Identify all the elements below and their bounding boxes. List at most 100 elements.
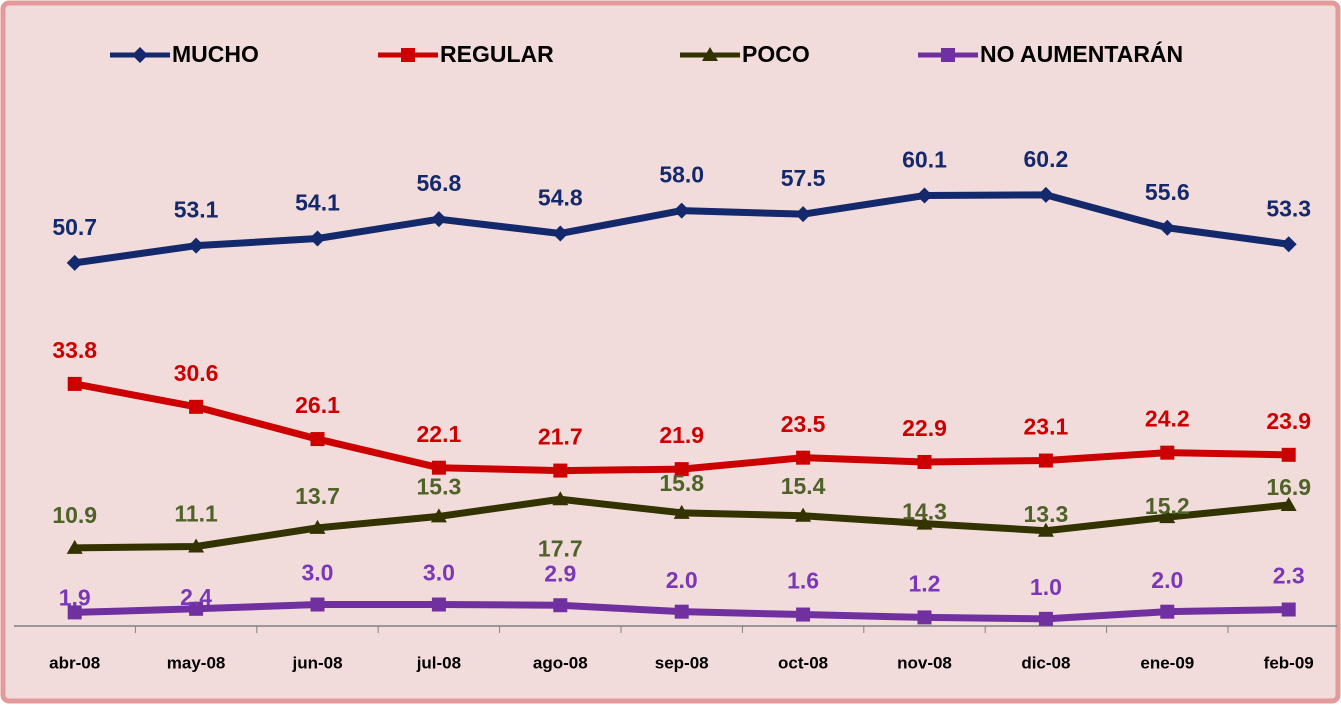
marker bbox=[431, 597, 446, 612]
marker bbox=[430, 211, 447, 228]
marker bbox=[553, 598, 568, 613]
data-label: 60.1 bbox=[902, 147, 947, 173]
data-label: 22.1 bbox=[417, 421, 462, 447]
x-tick-label: sep-08 bbox=[655, 653, 709, 672]
data-label: 24.2 bbox=[1145, 406, 1190, 432]
marker bbox=[795, 206, 812, 223]
data-label: 2.4 bbox=[180, 584, 212, 610]
marker bbox=[431, 460, 446, 475]
marker bbox=[310, 597, 325, 612]
data-label: 53.1 bbox=[174, 197, 219, 223]
data-label: 10.9 bbox=[52, 502, 97, 528]
marker bbox=[188, 538, 205, 553]
x-tick-label: abr-08 bbox=[49, 653, 100, 672]
x-tick-label: feb-09 bbox=[1264, 653, 1314, 672]
marker bbox=[1159, 509, 1176, 524]
data-label: 15.3 bbox=[417, 473, 462, 499]
data-label: 15.2 bbox=[1145, 493, 1190, 519]
x-tick-label: oct-08 bbox=[778, 653, 828, 672]
marker bbox=[1037, 186, 1054, 203]
data-label: 21.9 bbox=[659, 422, 704, 448]
x-tick-label: jun-08 bbox=[291, 653, 342, 672]
marker bbox=[673, 504, 690, 519]
marker bbox=[1280, 496, 1297, 511]
marker bbox=[67, 605, 82, 620]
data-label: 3.0 bbox=[423, 560, 455, 586]
data-label: 17.7 bbox=[538, 535, 583, 561]
data-label: 30.6 bbox=[174, 360, 219, 386]
x-tick-label: may-08 bbox=[167, 653, 226, 672]
marker bbox=[552, 491, 569, 506]
data-label: 23.9 bbox=[1266, 408, 1311, 434]
data-label: 23.5 bbox=[781, 411, 826, 437]
marker bbox=[189, 601, 204, 616]
data-label: 3.0 bbox=[302, 560, 334, 586]
marker bbox=[674, 462, 689, 477]
marker bbox=[132, 47, 148, 63]
data-label: 21.7 bbox=[538, 424, 583, 450]
x-tick-label: dic-08 bbox=[1021, 653, 1070, 672]
data-label: 55.6 bbox=[1145, 179, 1190, 205]
data-label: 58.0 bbox=[659, 162, 704, 188]
data-label: 54.1 bbox=[295, 190, 340, 216]
marker bbox=[941, 48, 955, 62]
marker bbox=[401, 48, 415, 62]
data-label: 1.9 bbox=[59, 584, 91, 610]
x-tick-label: ene-09 bbox=[1140, 653, 1194, 672]
data-label: 13.7 bbox=[295, 483, 340, 509]
data-label: 23.1 bbox=[1024, 414, 1069, 440]
marker bbox=[189, 399, 204, 414]
data-label: 11.1 bbox=[174, 501, 218, 527]
marker bbox=[309, 519, 326, 534]
data-label: 15.4 bbox=[781, 473, 826, 499]
marker bbox=[1038, 453, 1053, 468]
data-label: 53.3 bbox=[1266, 195, 1311, 221]
data-label: 15.8 bbox=[659, 470, 704, 496]
data-label: 13.3 bbox=[1024, 501, 1069, 527]
marker bbox=[916, 187, 933, 204]
data-label: 22.9 bbox=[902, 415, 947, 441]
marker bbox=[795, 507, 812, 522]
marker bbox=[1160, 445, 1175, 460]
data-label: 60.2 bbox=[1024, 146, 1069, 172]
marker bbox=[1280, 236, 1297, 253]
data-label: 33.8 bbox=[52, 337, 97, 363]
data-label: 1.0 bbox=[1030, 574, 1062, 600]
data-label: 2.0 bbox=[1151, 567, 1183, 593]
x-tick-label: ago-08 bbox=[533, 653, 588, 672]
data-label: 56.8 bbox=[417, 170, 462, 196]
marker bbox=[916, 515, 933, 530]
marker bbox=[310, 432, 325, 447]
marker bbox=[66, 539, 83, 554]
data-label: 54.8 bbox=[538, 185, 583, 211]
legend-label: NO AUMENTARÁN bbox=[980, 40, 1183, 67]
legend-label: MUCHO bbox=[172, 41, 259, 67]
marker bbox=[309, 230, 326, 247]
data-label: 2.3 bbox=[1273, 563, 1305, 589]
legend-label: REGULAR bbox=[440, 41, 554, 67]
marker bbox=[1160, 604, 1175, 619]
x-tick-label: nov-08 bbox=[897, 653, 952, 672]
marker bbox=[673, 202, 690, 219]
marker bbox=[702, 47, 718, 61]
data-label: 1.2 bbox=[909, 570, 941, 596]
marker bbox=[796, 450, 811, 465]
data-label: 1.6 bbox=[787, 568, 819, 594]
data-label: 57.5 bbox=[781, 165, 826, 191]
data-label: 50.7 bbox=[52, 214, 97, 240]
data-label: 26.1 bbox=[295, 392, 340, 418]
marker bbox=[1037, 522, 1054, 537]
marker bbox=[674, 604, 689, 619]
marker bbox=[188, 237, 205, 254]
marker bbox=[1038, 611, 1053, 626]
marker bbox=[917, 454, 932, 469]
marker bbox=[67, 376, 82, 391]
marker bbox=[796, 607, 811, 622]
data-label: 14.3 bbox=[902, 499, 947, 525]
legend-label: POCO bbox=[742, 41, 810, 67]
marker bbox=[66, 254, 83, 271]
data-label: 16.9 bbox=[1266, 474, 1311, 500]
marker bbox=[917, 610, 932, 625]
marker bbox=[1281, 602, 1296, 617]
